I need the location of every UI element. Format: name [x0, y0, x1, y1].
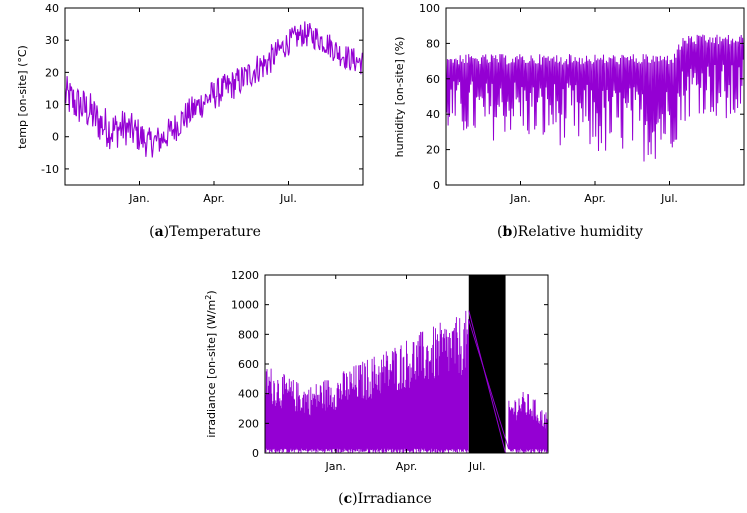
chart-a-y-tick-label: -10 — [41, 163, 59, 176]
chart-c-x-ticks: Jan. Apr. Jul. — [325, 275, 486, 473]
chart-c-x-tick-label: Jul. — [468, 460, 486, 473]
chart-b-y-tick-label: 100 — [419, 2, 440, 15]
chart-b-x-tick-label: Apr. — [584, 192, 606, 205]
chart-a-plot-area — [64, 21, 364, 158]
chart-c-y-tick-label: 1200 — [231, 269, 259, 282]
chart-a-x-ticks: Jan. Apr. Jul. — [128, 8, 297, 205]
chart-b-plot-area — [445, 34, 745, 162]
chart-a-y-tick-label: 20 — [45, 66, 59, 79]
chart-a-y-ticks: -10 0 10 20 30 40 — [41, 2, 363, 176]
chart-c-y-ticks: 0 200 400 600 800 1000 1200 — [231, 269, 548, 460]
chart-c-missing-data-block — [468, 275, 506, 453]
chart-c-y-tick-label: 200 — [238, 417, 259, 430]
chart-c-y-axis-label: irradiance [on-site] (W/m2) — [204, 290, 219, 437]
chart-c-series-line — [264, 310, 549, 454]
chart-c-caption: (c)Irradiance — [338, 491, 432, 507]
chart-c-caption-letter: c — [344, 491, 353, 507]
chart-a-x-tick-label: Jan. — [128, 192, 149, 205]
chart-c-plot-area — [264, 275, 549, 454]
chart-a-caption-letter: a — [155, 224, 164, 240]
chart-humidity: 0 20 40 60 80 100 Jan. Apr. Jul. humidity [on-s… — [393, 2, 745, 240]
chart-b-caption: (b)Relative humidity — [497, 224, 643, 240]
chart-b-y-axis-label: humidity [on-site] (%) — [393, 37, 406, 158]
chart-a-y-tick-label: 40 — [45, 2, 59, 15]
chart-c-y-tick-label: 600 — [238, 358, 259, 371]
chart-a-caption-text: Temperature — [169, 224, 261, 240]
chart-a-y-tick-label: 30 — [45, 34, 59, 47]
chart-c-caption-text: Irradiance — [358, 491, 432, 507]
chart-c-gap-interpolation-line — [468, 310, 507, 454]
chart-c-y-tick-label: 1000 — [231, 299, 259, 312]
chart-b-y-tick-label: 40 — [426, 108, 440, 121]
chart-b-x-ticks: Jan. Apr. Jul. — [509, 8, 678, 205]
chart-c-y-tick-label: 0 — [252, 447, 259, 460]
chart-a-y-axis-label: temp [on-site] (°C) — [16, 45, 29, 149]
chart-b-x-tick-label: Jul. — [660, 192, 678, 205]
chart-a-caption: (a)Temperature — [149, 224, 261, 240]
chart-temperature: -10 0 10 20 30 40 Jan. Apr. Jul. temp [on-site]… — [16, 2, 364, 240]
chart-irradiance: 0 200 400 600 800 1000 1200 Jan. Apr. Jul. irrad… — [204, 269, 549, 507]
chart-a-y-tick-label: 0 — [52, 131, 59, 144]
chart-b-y-tick-label: 80 — [426, 37, 440, 50]
chart-b-caption-letter: b — [503, 224, 513, 240]
chart-b-y-tick-label: 20 — [426, 144, 440, 157]
chart-b-caption-text: Relative humidity — [518, 224, 643, 240]
chart-a-series-line — [64, 21, 364, 158]
chart-c-x-tick-label: Jan. — [325, 460, 346, 473]
chart-a-x-tick-label: Jul. — [279, 192, 297, 205]
chart-a-x-tick-label: Apr. — [203, 192, 225, 205]
chart-b-series-line — [445, 34, 745, 162]
chart-c-y-tick-label: 800 — [238, 328, 259, 341]
chart-b-x-tick-label: Jan. — [509, 192, 530, 205]
chart-b-y-tick-label: 0 — [433, 179, 440, 192]
chart-c-x-tick-label: Apr. — [396, 460, 418, 473]
chart-b-y-tick-label: 60 — [426, 73, 440, 86]
chart-a-y-tick-label: 10 — [45, 99, 59, 112]
chart-c-y-tick-label: 400 — [238, 388, 259, 401]
chart-b-y-ticks: 0 20 40 60 80 100 — [419, 2, 744, 192]
